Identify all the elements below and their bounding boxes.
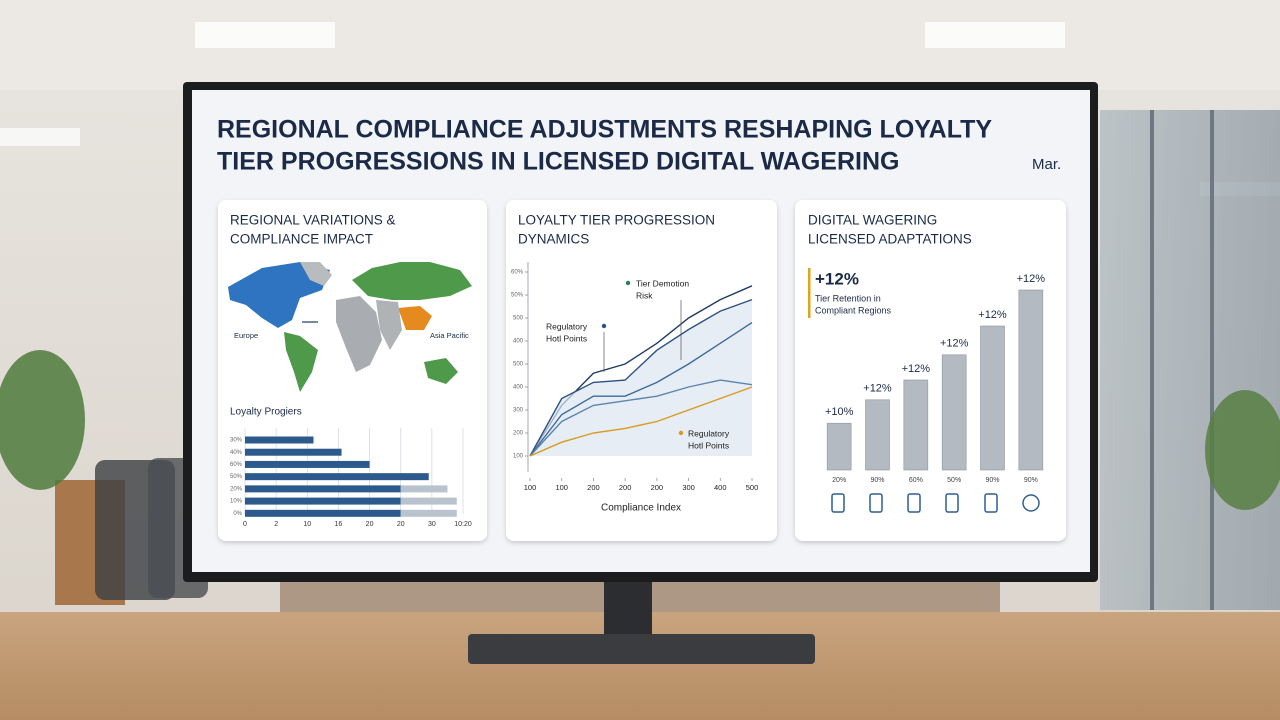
bar-label: +12% [902,363,931,375]
bar [400,485,448,493]
y-tick-label: 400 [513,385,524,391]
bar [245,460,370,468]
x-tick-label: 20 [397,521,405,528]
bar [941,354,967,471]
area [530,299,752,456]
line [529,298,753,457]
bar [826,422,852,471]
x-tick-label: 300 [682,483,695,492]
bar [245,509,401,517]
y-tick-label: 500 [513,316,524,322]
y-tick-label: 60% [230,462,243,468]
annotation-dot [625,280,631,286]
annotation: Hotl Points [688,440,729,450]
annotation: Hotl Points [546,333,587,343]
x-tick-label: 200 [651,483,664,492]
line [529,379,753,457]
y-tick-label: 30% [230,438,243,444]
bar [245,485,401,493]
map-label: Asia Pacific [430,331,469,340]
y-tick-label: 50% [230,474,243,480]
bar-label: +12% [863,383,892,395]
x-tick-label: 2 [274,521,278,528]
panel-title: REGIONAL VARIATIONS & [230,213,396,228]
x-tick-label: 30 [428,521,436,528]
x-tick-label: 20 [366,521,374,528]
x-tick-label: 400 [714,483,727,492]
bar [1018,289,1044,471]
panel-title: LICENSED ADAPTATIONS [808,232,972,247]
bar [245,436,314,444]
x-axis-label: Compliance Index [601,503,681,514]
map-label: Europe [234,331,258,340]
panel-title: DIGITAL WAGERING [808,213,937,228]
annotation-dot [601,323,607,329]
panel-title: DYNAMICS [518,232,589,247]
x-tick-label: 200 [587,483,600,492]
bar-label: +12% [940,338,969,350]
annotation-dot [678,430,684,436]
y-tick-label: 10% [230,499,243,505]
bar [400,497,457,505]
bar [400,509,457,517]
x-tick-label: 200 [619,483,632,492]
y-tick-label: 20% [230,486,243,492]
y-tick-label: 400 [513,339,524,345]
chart-title: Loyalty Progiers [230,407,302,418]
x-tick-label: 10 [303,521,311,528]
annotation: Risk [636,290,653,300]
x-tick-label: 10:20 [454,521,472,528]
x-tick-label: 0 [243,521,247,528]
date: Mar. [1032,156,1061,173]
bar-label: +12% [1017,273,1046,285]
line [529,322,753,457]
icons [831,493,1040,513]
x-tick-label: 100 [524,483,537,492]
bar-label: +12% [978,309,1007,321]
panel-title: COMPLIANCE IMPACT [230,232,373,247]
bar [903,379,929,471]
bar [245,497,401,505]
callout-text: Tier Retention in [815,293,881,303]
bar [245,448,342,456]
page-title: TIER PROGRESSIONS IN LICENSED DIGITAL WA… [217,148,899,176]
annotation: Regulatory [546,321,588,331]
annotation: Tier Demotion [636,278,689,288]
x-tick-label: 50% [947,477,961,484]
y-tick-label: 0% [233,511,242,517]
annotation: Regulatory [688,428,730,438]
callout-bar [808,268,811,318]
x-tick-label: 90% [985,477,999,484]
bar-label: +10% [825,406,854,418]
callout-text: Compliant Regions [815,305,892,315]
x-tick-label: 100 [555,483,568,492]
x-tick-label: 500 [746,483,759,492]
x-tick-label: 60% [909,477,923,484]
y-tick-label: 60% [511,270,524,276]
callout: +12% [815,269,859,288]
panel-title: LOYALTY TIER PROGRESSION [518,213,715,228]
y-tick-label: 50% [511,293,524,299]
bar [980,325,1005,471]
y-tick-label: 300 [513,408,524,414]
y-tick-label: 100 [513,454,524,460]
x-tick-label: 20% [832,477,846,484]
line [529,386,753,457]
y-tick-label: 500 [513,362,524,368]
x-tick-label: 90% [1024,477,1038,484]
bar [865,399,890,471]
y-tick-label: 40% [230,450,243,456]
y-tick-label: 200 [513,431,524,437]
world-map [228,262,472,392]
x-tick-label: 16 [335,521,343,528]
page-title: REGIONAL COMPLIANCE ADJUSTMENTS RESHAPIN… [217,116,992,144]
bar [245,473,429,481]
x-tick-label: 90% [870,477,884,484]
